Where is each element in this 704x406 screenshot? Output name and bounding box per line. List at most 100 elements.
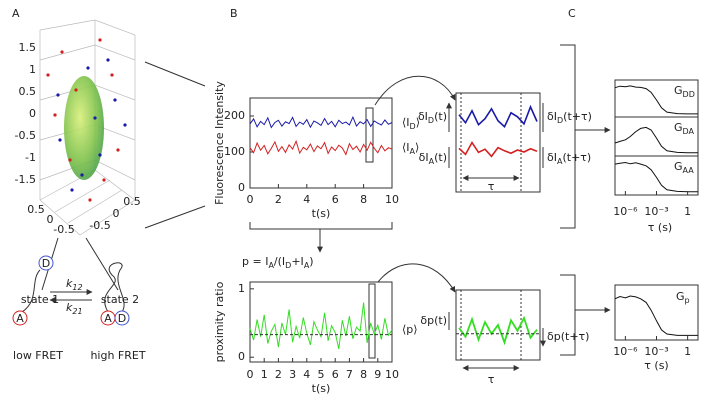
donor: D	[118, 312, 126, 325]
text-part: 21	[72, 307, 82, 316]
z-tick-label: -1.5	[15, 173, 36, 186]
y-tick-label: 0	[238, 181, 245, 194]
legend-label: ⟨p⟩	[402, 323, 418, 336]
text-part: δp(t)	[420, 314, 447, 327]
data-line	[614, 126, 698, 154]
data-line	[614, 295, 698, 336]
text-part: A	[268, 261, 274, 270]
text-part: ⟨I	[402, 116, 410, 129]
x-axis-label: τ (s)	[648, 221, 672, 234]
x-tick-label: 9	[374, 368, 381, 381]
x-tick-label: 10	[385, 368, 399, 381]
x-tick-label: 1	[684, 345, 691, 358]
panel-label: B	[230, 7, 238, 20]
panel-label: A	[12, 7, 20, 20]
z-tick-label: 0	[29, 107, 36, 120]
fret-label: high FRET	[90, 349, 145, 362]
x-tick-label: 10⁻⁶	[613, 205, 638, 218]
data-line	[249, 139, 393, 156]
y-tick-label: 0	[113, 207, 120, 220]
plot-frame	[455, 92, 541, 193]
text-part: +I	[291, 255, 303, 268]
text-part: ⟨I	[402, 141, 410, 154]
text-part: δI	[419, 151, 429, 164]
text-part: ⟨p⟩	[402, 323, 418, 336]
text-part: k	[66, 277, 73, 290]
delta-label: δID(t)	[418, 110, 447, 125]
x-tick-label: 3	[289, 368, 296, 381]
z-tick-label: 1	[29, 63, 36, 76]
x-tick-label: 8	[360, 368, 367, 381]
acceptor: A	[104, 312, 112, 325]
x-tick-label: 0.5	[27, 203, 45, 216]
x-tick-label: 1	[684, 205, 691, 218]
x-tick-label: 8	[360, 193, 367, 206]
text-part: G	[674, 160, 683, 173]
text-part: (t+τ)	[562, 151, 591, 164]
x-tick-label: 6	[332, 368, 339, 381]
rate-label: k21	[66, 301, 83, 316]
legend-label: Gp	[676, 290, 690, 305]
text-part: ⟩	[415, 141, 419, 154]
x-tick-label: 7	[346, 368, 353, 381]
text-part: G	[674, 121, 683, 134]
text-part: A	[304, 261, 310, 270]
fret-label: low FRET	[13, 349, 63, 362]
x-tick-label: 10⁻³	[644, 345, 668, 358]
data-line	[614, 161, 698, 193]
text-part: ⟩	[416, 116, 420, 129]
z-tick-label: -1	[25, 151, 36, 164]
delta-label: δID(t+τ)	[547, 110, 592, 125]
x-tick-label: 0	[47, 213, 54, 226]
acceptor: A	[16, 312, 24, 325]
text-part: G	[676, 290, 685, 303]
legend-label: ⟨ID⟩	[402, 116, 420, 131]
rate-label: k12	[66, 277, 83, 292]
x-axis-label: τ (s)	[644, 359, 668, 372]
x-tick-label: 10⁻⁶	[613, 345, 638, 358]
x-axis-label: t(s)	[312, 382, 331, 395]
legend-label: ⟨IA⟩	[402, 141, 419, 156]
donor: D	[42, 257, 50, 270]
text-part: AA	[683, 166, 695, 175]
text-part: DA	[683, 127, 695, 136]
y-tick-label: 0.5	[123, 195, 141, 208]
text-part: δI	[547, 110, 557, 123]
x-tick-label: -0.5	[53, 223, 74, 236]
delta-label: δIA(t)	[419, 151, 447, 166]
text-part: /(I	[274, 255, 285, 268]
text-part: 12	[72, 283, 82, 292]
text-part: δI	[547, 151, 557, 164]
plot-frame	[249, 97, 393, 189]
text-part: δI	[418, 110, 428, 123]
data-line	[614, 85, 698, 115]
y-axis-label: Fluorescence Intensity	[213, 81, 226, 205]
delta-label: δp(t+τ)	[547, 330, 589, 343]
x-tick-label: 4	[303, 193, 310, 206]
state-label: state 2	[101, 293, 139, 306]
y-tick-label: 100	[224, 145, 245, 158]
y-tick-label: -0.5	[89, 219, 110, 232]
y-tick-label: 200	[224, 109, 245, 122]
text-part: A	[557, 157, 563, 166]
text-part: p = I	[242, 255, 268, 268]
ratio-formula: p = IA/(ID+IA)	[242, 255, 314, 270]
delta-label: δp(t)	[420, 314, 447, 327]
z-tick-label: 0.5	[19, 85, 37, 98]
text-part: D	[410, 121, 416, 130]
delta-label: δIA(t+τ)	[547, 151, 591, 166]
data-line	[458, 104, 538, 129]
x-axis-label: t(s)	[312, 207, 331, 220]
tau-label: τ	[488, 180, 495, 193]
text-part: G	[674, 84, 683, 97]
y-axis-label: proximity ratio	[213, 281, 226, 362]
x-tick-label: 0	[247, 368, 254, 381]
plot-frame	[249, 281, 393, 363]
y-tick-label: 0	[238, 350, 245, 363]
legend-label: GDA	[674, 121, 695, 136]
panel-b-decoration	[249, 75, 543, 371]
panel-label: C	[568, 7, 576, 20]
x-tick-label: 5	[318, 368, 325, 381]
legend-label: GDD	[674, 84, 695, 99]
